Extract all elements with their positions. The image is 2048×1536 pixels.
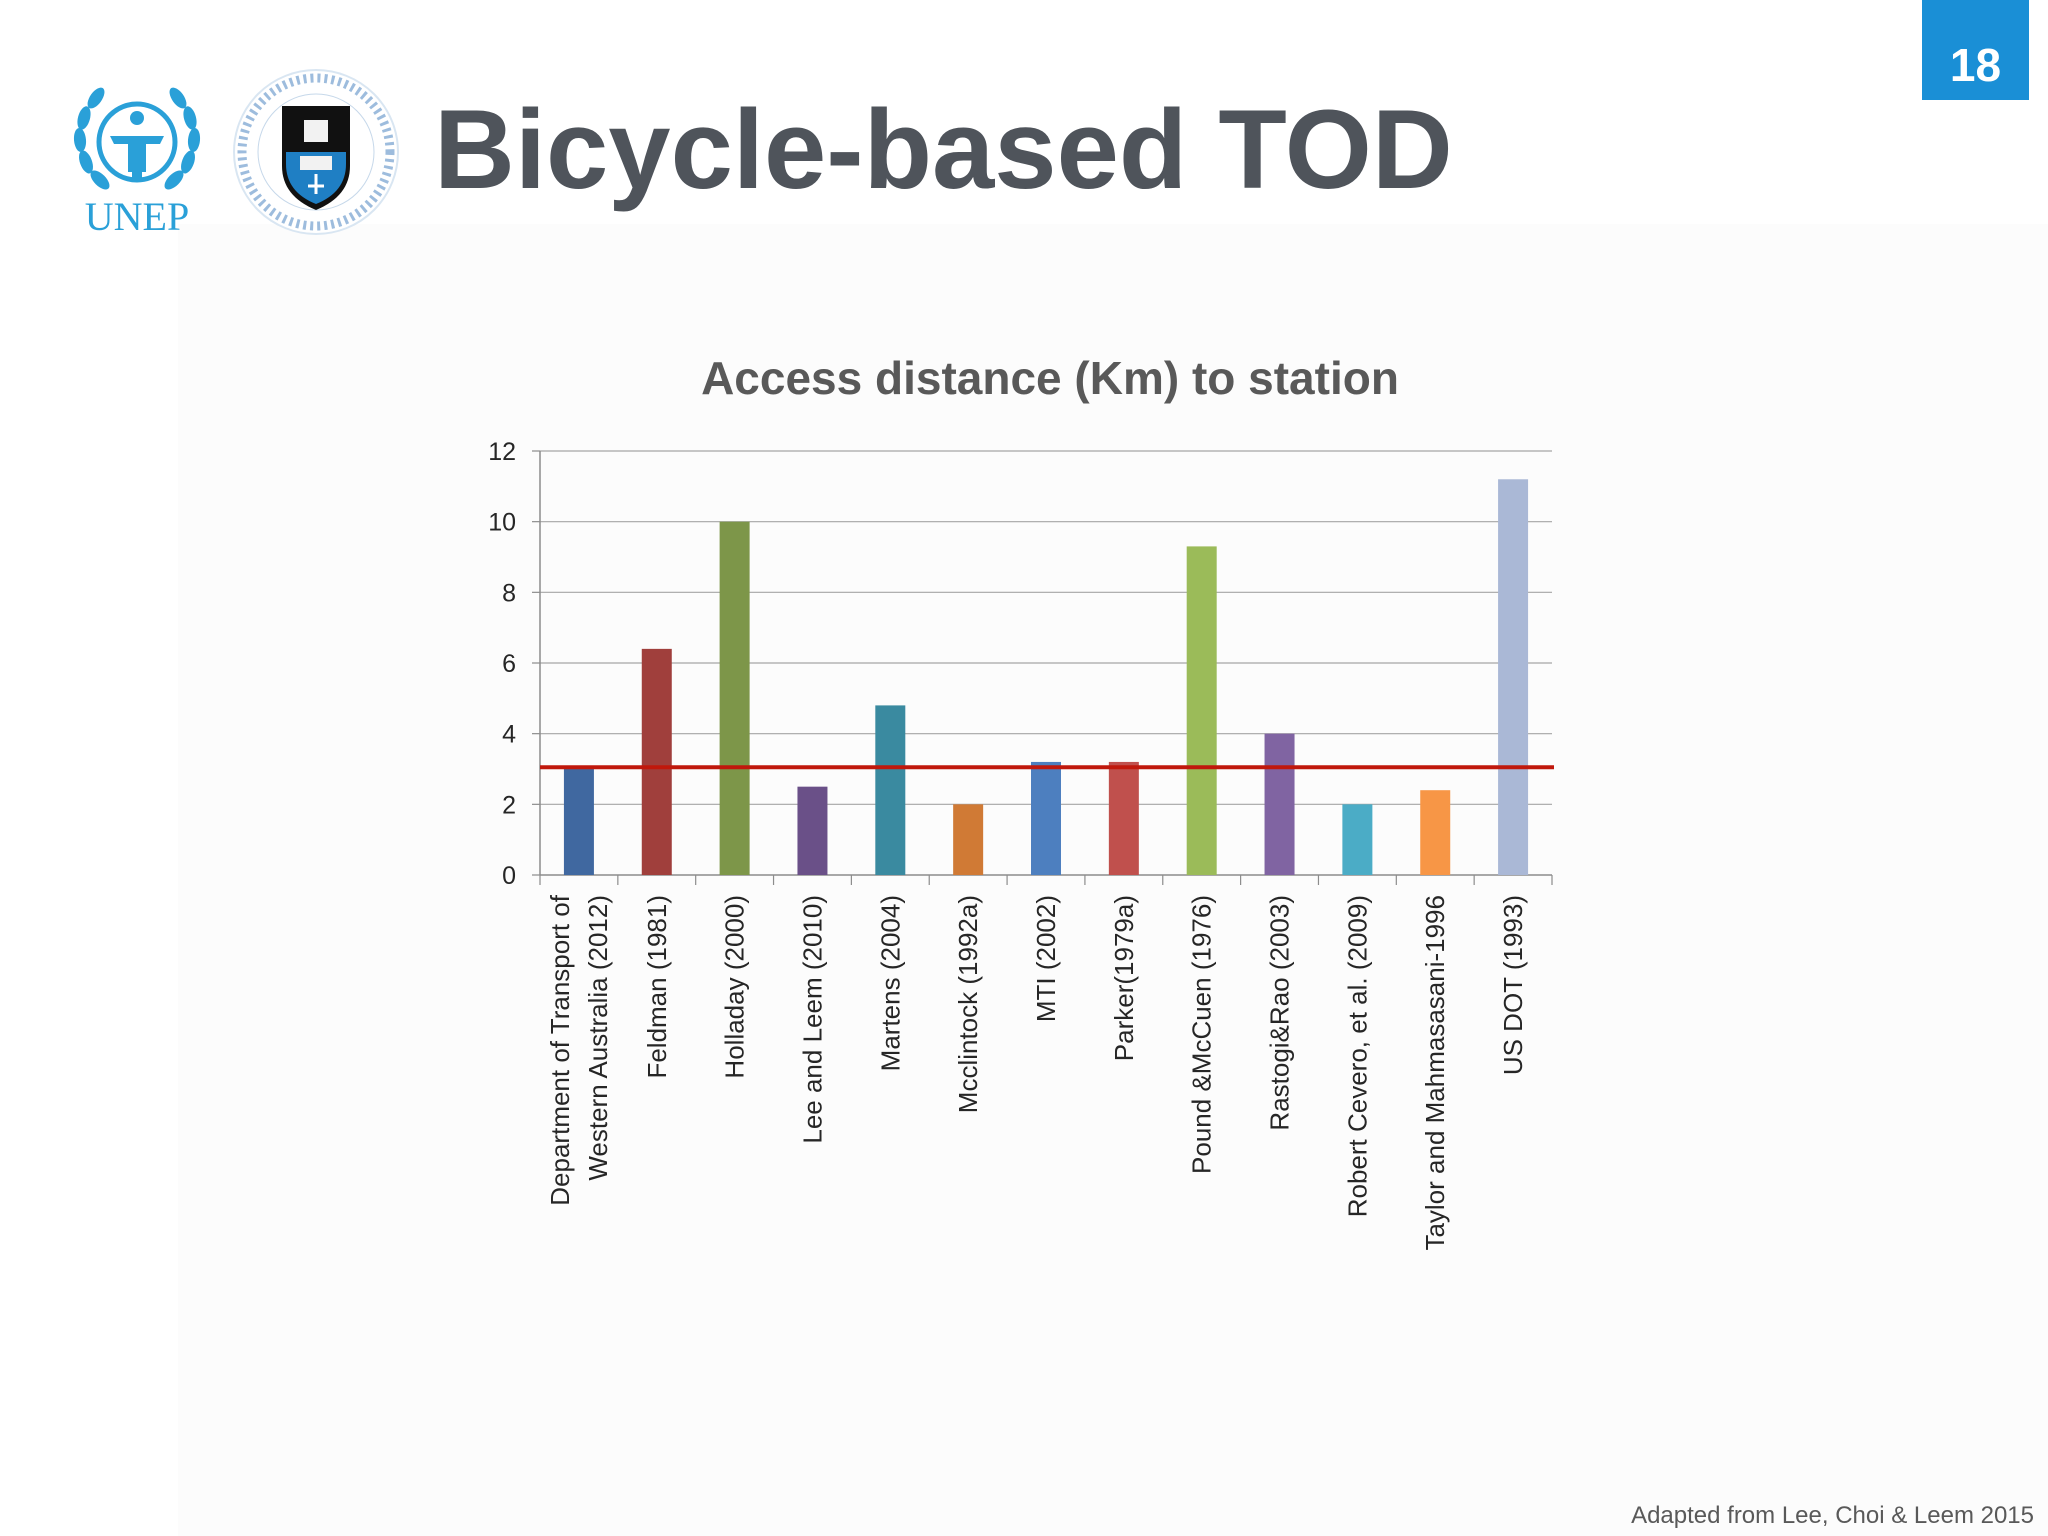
- x-tick-label: Holladay (2000): [720, 895, 750, 1079]
- bar: [1108, 761, 1139, 875]
- bar: [875, 705, 906, 875]
- x-tick-label: Rastogi&Rao (2003): [1265, 895, 1295, 1131]
- y-tick-label: 10: [488, 509, 516, 537]
- x-tick-label: Robert Cevero, et al. (2009): [1342, 895, 1372, 1217]
- slide-title: Bicycle-based TOD: [434, 87, 1453, 212]
- bar: [953, 804, 984, 875]
- chart-title: Access distance (Km) to station: [701, 352, 1399, 404]
- uct-seal-logo: [230, 66, 402, 238]
- x-tick-label: Parker(1979a): [1109, 895, 1139, 1061]
- bar: [1186, 546, 1217, 875]
- page-number: 18: [1949, 39, 2002, 91]
- x-tick-label: Feldman (1981): [642, 895, 672, 1079]
- x-tick-label: Pound &McCuen (1976): [1187, 895, 1217, 1174]
- x-tick-label: Department of Transport of: [545, 894, 575, 1205]
- y-tick-label: 4: [502, 721, 516, 749]
- bar: [1031, 761, 1061, 875]
- bar: [797, 786, 828, 875]
- y-tick-label: 12: [488, 438, 516, 466]
- slide-background: [178, 224, 2048, 1536]
- y-tick-label: 6: [502, 650, 516, 678]
- page-number-badge: 18: [1922, 0, 2029, 100]
- x-tick-label: Martens (2004): [875, 895, 905, 1071]
- y-tick-label: 8: [502, 579, 516, 607]
- x-tick-label: Taylor and Mahmasasani-1996: [1420, 895, 1450, 1251]
- source-caption: Adapted from Lee, Choi & Leem 2015: [1631, 1502, 2034, 1529]
- y-tick-label: 0: [502, 862, 516, 890]
- bar: [1420, 790, 1451, 875]
- bar: [719, 521, 750, 875]
- bar: [641, 648, 672, 875]
- x-tick-label: Mcclintock (1992a): [953, 895, 983, 1113]
- x-tick-label: MTI (2002): [1031, 895, 1061, 1022]
- x-tick-label: Western Australia (2012): [583, 895, 613, 1181]
- y-tick-label: 2: [502, 791, 516, 819]
- unep-logo-text: UNEP: [85, 194, 189, 239]
- x-tick-label: US DOT (1993): [1498, 895, 1528, 1075]
- unep-logo: UNEP: [62, 70, 212, 240]
- bar: [563, 769, 594, 875]
- bar: [1342, 804, 1373, 875]
- bar: [1264, 733, 1295, 875]
- x-tick-label: Lee and Leem (2010): [797, 895, 827, 1144]
- bar: [1498, 479, 1529, 875]
